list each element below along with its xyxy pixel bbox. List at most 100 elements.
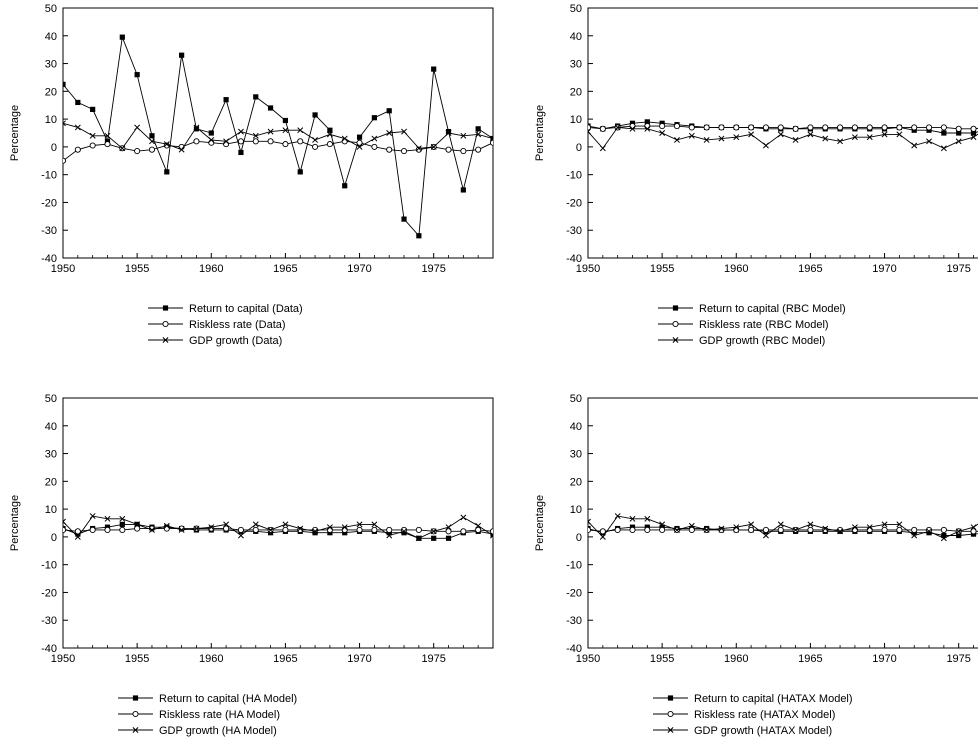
data-point: [748, 521, 755, 528]
data-point: [252, 526, 259, 533]
data-point: [460, 514, 467, 521]
series-line: [63, 122, 493, 151]
data-point: [63, 157, 67, 164]
data-point: [356, 143, 363, 150]
data-point: [807, 131, 814, 138]
data-point: [326, 141, 333, 148]
data-point: [430, 528, 437, 535]
x-tick-label: 1970: [347, 653, 371, 665]
data-point: [460, 528, 467, 535]
x-tick-label: 1975: [421, 263, 445, 275]
plot-area-frame: [587, 7, 978, 259]
data-point: [866, 524, 873, 531]
data-point: [881, 521, 888, 528]
series-x: [588, 124, 978, 152]
y-tick-label: 10: [45, 504, 57, 516]
data-point: [822, 124, 829, 131]
data-point: [134, 72, 140, 78]
x-tick-label: 1955: [125, 263, 149, 275]
data-point: [74, 124, 81, 131]
data-point: [223, 521, 230, 528]
data-point: [282, 141, 289, 148]
x-tick-label: 1955: [650, 653, 674, 665]
y-tick-label: 30: [570, 59, 582, 71]
data-point: [267, 128, 274, 135]
y-axis-label: Percentage: [534, 105, 546, 161]
data-point: [748, 526, 755, 533]
data-point: [282, 526, 289, 533]
data-point: [297, 525, 304, 532]
data-point: [489, 139, 493, 146]
data-point: [90, 106, 96, 112]
data-point: [104, 526, 111, 533]
data-point: [400, 148, 408, 155]
data-point: [777, 124, 784, 131]
data-point: [940, 145, 947, 152]
y-tick-label: -40: [41, 643, 57, 655]
data-point: [688, 124, 695, 131]
y-tick-label: -40: [566, 643, 582, 655]
data-point: [223, 141, 230, 148]
data-point: [777, 131, 784, 138]
legend-marker: [132, 727, 139, 733]
data-point: [134, 525, 141, 532]
legend-label: GDP growth (HATAX Model): [694, 725, 832, 737]
plot-area-frame: [62, 397, 494, 649]
data-point: [312, 528, 319, 535]
y-tick-label: -10: [566, 560, 582, 572]
data-point: [63, 120, 66, 127]
data-point: [74, 528, 81, 535]
data-point: [252, 132, 259, 139]
data-point: [75, 99, 81, 106]
data-point: [416, 233, 422, 239]
data-point: [733, 124, 740, 131]
data-point: [178, 526, 185, 533]
data-point: [193, 138, 200, 145]
data-point: [445, 146, 452, 153]
y-tick-label: 20: [570, 86, 582, 98]
data-point: [371, 135, 378, 142]
data-point: [644, 526, 651, 533]
data-point: [599, 125, 606, 132]
data-point: [119, 526, 126, 533]
x-tick-label: 1960: [199, 263, 223, 275]
data-point: [807, 124, 814, 131]
y-tick-label: 40: [570, 31, 582, 43]
x-tick-label: 1950: [51, 263, 75, 275]
legend-label: Return to capital (Data): [189, 303, 303, 315]
data-point: [252, 521, 259, 528]
data-point: [267, 105, 274, 111]
data-point: [599, 533, 606, 540]
legend: Return to capital (RBC Model) Riskless ra…: [658, 303, 846, 347]
data-point: [955, 125, 962, 132]
data-point: [718, 135, 725, 142]
legend-label: Return to capital (HA Model): [159, 693, 297, 705]
data-point: [881, 526, 888, 533]
y-tick-label: -10: [41, 170, 57, 182]
y-tick-label: 30: [45, 449, 57, 461]
data-point: [475, 126, 481, 132]
data-point: [415, 535, 422, 542]
data-point: [149, 526, 155, 533]
data-point: [356, 139, 363, 146]
x-tick-label: 1975: [421, 653, 445, 665]
x-tick-label: 1955: [650, 263, 674, 275]
data-point: [822, 135, 829, 142]
data-point: [104, 141, 111, 148]
x-tick-label: 1950: [51, 653, 75, 665]
data-point: [674, 526, 680, 533]
data-point: [282, 127, 289, 134]
data-point: [312, 143, 319, 150]
data-point: [644, 515, 651, 522]
data-point: [703, 526, 710, 533]
legend-label: GDP growth (Data): [189, 335, 282, 347]
y-tick-label: 10: [570, 504, 582, 516]
y-tick-label: -30: [41, 225, 57, 237]
data-point: [89, 526, 96, 533]
data-point: [282, 521, 289, 528]
data-point: [688, 526, 695, 533]
data-point: [940, 526, 947, 533]
data-point: [252, 138, 259, 145]
